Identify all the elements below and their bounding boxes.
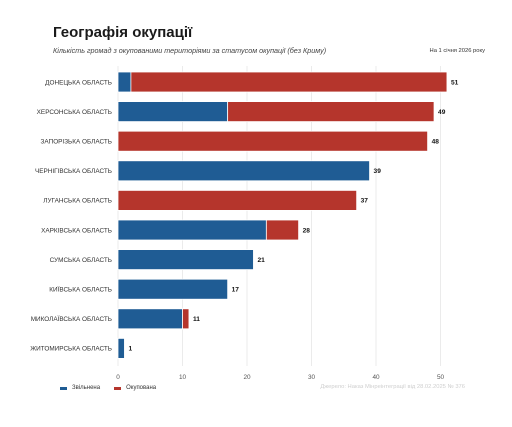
- legend-item-occupied: Окупована: [114, 385, 156, 391]
- bar-liberated: [117, 101, 229, 122]
- value-label: 49: [438, 109, 446, 116]
- x-tick-label: 50: [437, 374, 445, 381]
- category-label: СУМСЬКА ОБЛАСТЬ: [50, 257, 112, 264]
- bar-liberated: [117, 337, 125, 359]
- legend-swatch-occupied: [114, 386, 122, 390]
- category-label: ЖИТОМИРСЬКА ОБЛАСТЬ: [30, 346, 112, 353]
- x-tick-label: 0: [116, 374, 120, 381]
- legend-swatch-liberated: [60, 386, 67, 390]
- chart-title: Географія окупації: [53, 24, 193, 41]
- bar-liberated: [117, 308, 183, 330]
- value-label: 37: [361, 198, 369, 205]
- chart-subtitle: Кількість громад з окупованими територія…: [53, 46, 327, 55]
- category-label: ХАРКІВСЬКА ОБЛАСТЬ: [41, 227, 112, 234]
- category-label: ЗАПОРІЗЬКА ОБЛАСТЬ: [41, 139, 112, 146]
- x-tick-label: 20: [243, 374, 251, 381]
- category-label: ДОНЕЦЬКА ОБЛАСТЬ: [45, 79, 112, 86]
- category-label: МИКОЛАЇВСЬКА ОБЛАСТЬ: [31, 315, 112, 323]
- bar-liberated: [117, 160, 370, 182]
- bar-occupied: [182, 308, 190, 330]
- legend: Звільнена Окупована: [60, 385, 156, 391]
- x-tick-label: 40: [372, 374, 380, 381]
- bar-occupied: [227, 101, 435, 122]
- source-note: Джерело: Наказ Мінреінтеграції від 28.02…: [320, 384, 465, 390]
- bar-occupied: [117, 130, 429, 152]
- category-label: ЧЕРНІГІВСЬКА ОБЛАСТЬ: [35, 168, 112, 175]
- value-label: 28: [303, 227, 311, 234]
- bar-occupied: [130, 71, 448, 93]
- value-label: 39: [374, 168, 382, 175]
- date-note: На 1 січня 2026 року: [429, 48, 485, 54]
- category-label: КИЇВСЬКА ОБЛАСТЬ: [49, 286, 112, 294]
- bar-occupied: [117, 189, 358, 211]
- legend-item-liberated: Звільнена: [60, 385, 100, 391]
- value-label: 48: [432, 139, 440, 146]
- category-label: ЛУГАНСЬКА ОБЛАСТЬ: [43, 198, 112, 205]
- x-tick-label: 30: [308, 374, 316, 381]
- legend-label-occupied: Окупована: [126, 385, 157, 391]
- bar-occupied: [265, 219, 300, 241]
- bar-liberated: [117, 278, 229, 300]
- bar-liberated: [117, 249, 254, 271]
- bar-liberated: [117, 71, 132, 93]
- category-label: ХЕРСОНСЬКА ОБЛАСТЬ: [37, 109, 112, 116]
- legend-label-liberated: Звільнена: [72, 385, 101, 391]
- value-label: 17: [232, 287, 240, 294]
- x-tick-label: 10: [179, 374, 187, 381]
- value-label: 21: [257, 257, 265, 264]
- bar-liberated: [117, 219, 267, 241]
- value-label: 1: [128, 346, 132, 353]
- value-label: 11: [193, 316, 200, 323]
- value-label: 51: [451, 79, 459, 86]
